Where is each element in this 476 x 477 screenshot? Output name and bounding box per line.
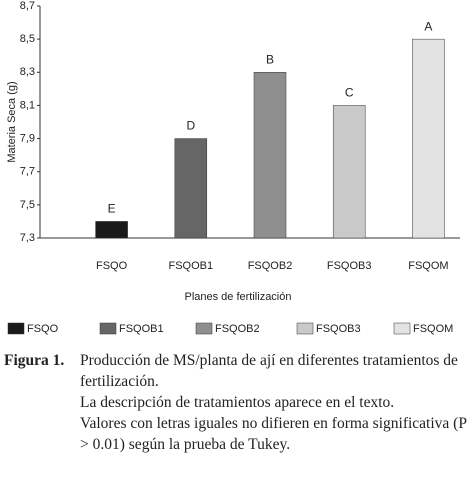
bar-letter: E: [108, 202, 116, 216]
y-tick-label: 7,5: [20, 199, 35, 211]
y-tick-label: 8,1: [20, 99, 35, 111]
caption-text: Producción de MS/planta de ají en difere…: [80, 350, 470, 455]
bar-letter: D: [186, 119, 195, 133]
y-tick-label: 7,3: [20, 232, 35, 244]
caption-label: Figura 1.: [4, 352, 65, 369]
legend-swatch: [393, 322, 411, 335]
bar-letter: A: [424, 19, 432, 33]
y-tick-label: 8,3: [20, 66, 35, 78]
bar: [253, 72, 287, 239]
bar-letter: C: [345, 86, 354, 100]
caption-line: La descripción de tratamientos aparece e…: [80, 394, 395, 411]
y-tick-label: 7,7: [20, 166, 35, 178]
legend-label: FSQOB1: [119, 323, 164, 335]
legend-label: FSQOB2: [215, 323, 260, 335]
x-tick-label: FSQOB3: [327, 260, 372, 272]
y-tick-label: 8,5: [20, 33, 35, 45]
caption-line: Valores con letras iguales no difieren e…: [80, 415, 467, 453]
x-tick-label: FSQOM: [408, 260, 448, 272]
y-tick-label: 8,7: [20, 0, 35, 12]
legend-swatch: [195, 322, 213, 335]
x-axis-title: Planes de fertilización: [184, 291, 291, 303]
legend-swatch: [296, 322, 314, 335]
legend-swatch: [7, 322, 25, 335]
caption-line: Producción de MS/planta de ají en difere…: [80, 352, 458, 390]
bar: [95, 221, 128, 239]
legend-label: FSQOB3: [316, 323, 361, 335]
bar: [412, 38, 445, 239]
legend-swatch: [99, 322, 117, 335]
legend-label: FSQOM: [413, 323, 453, 335]
x-tick-label: FSQO: [96, 260, 128, 272]
x-tick-label: FSQOB1: [168, 260, 213, 272]
bar: [332, 105, 366, 239]
bar: [174, 138, 208, 239]
chart: Materia Seca (g) Planes de fertilización…: [6, 0, 460, 335]
caption: Figura 1. Producción de MS/planta de ají…: [4, 350, 470, 455]
legend-label: FSQO: [27, 323, 59, 335]
y-tick-label: 7,9: [20, 132, 35, 144]
x-tick-label: FSQOB2: [248, 260, 293, 272]
y-axis-title: Materia Seca (g): [6, 81, 18, 162]
bar-letter: B: [266, 52, 274, 66]
